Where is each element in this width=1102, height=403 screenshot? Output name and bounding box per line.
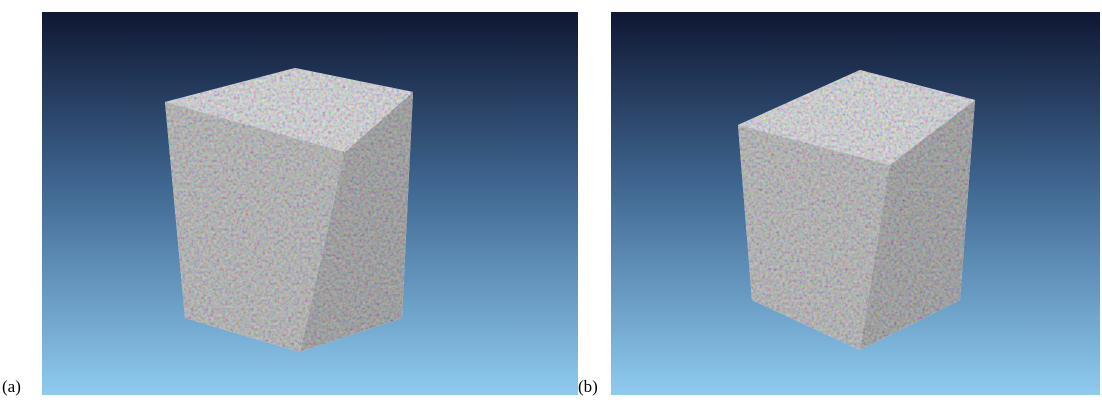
panel-label: (a) (2, 377, 21, 396)
sample-cube (738, 70, 975, 350)
sample-cube (165, 68, 413, 352)
panel-label: (b) (578, 377, 598, 396)
